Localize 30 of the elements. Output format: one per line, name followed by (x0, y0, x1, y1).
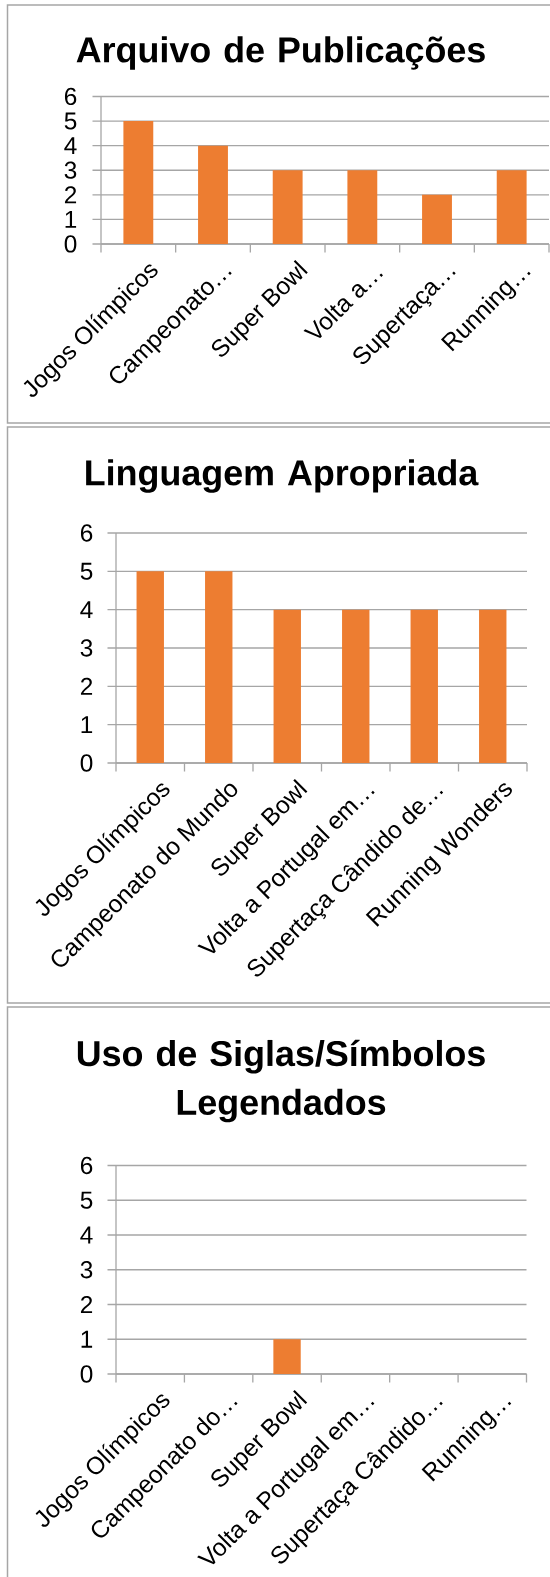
y-tick-label: 2 (64, 186, 77, 204)
y-tick-label: 2 (80, 677, 93, 695)
bar (347, 170, 378, 244)
y-tick-label: 3 (80, 639, 93, 657)
bar (272, 170, 303, 244)
y-tick-label: 0 (80, 1365, 93, 1383)
y-tick-label: 3 (80, 1261, 93, 1279)
y-tick-label: 4 (64, 137, 77, 155)
y-tick-label: 4 (80, 601, 93, 619)
y-tick-label: 3 (64, 161, 77, 179)
y-tick-label: 5 (80, 1191, 93, 1209)
y-tick-label: 6 (80, 1156, 93, 1175)
bar (496, 170, 527, 244)
y-tick-label: 4 (80, 1226, 93, 1244)
bar (198, 145, 228, 244)
y-tick-label: 1 (81, 716, 93, 734)
y-tick-label: 5 (80, 562, 93, 580)
chart-title: Arquivo de Publicações (76, 36, 485, 70)
bar (123, 121, 154, 244)
y-tick-label: 0 (64, 235, 77, 253)
y-tick-label: 6 (80, 524, 93, 542)
y-tick-label: 6 (64, 87, 77, 106)
y-tick-label: 1 (65, 211, 77, 228)
chart-title: Uso de Siglas/Símbolos Legendados (77, 1039, 485, 1123)
chart-title: Linguagem Apropriada (86, 459, 479, 493)
y-tick-label: 2 (80, 1295, 93, 1314)
y-tick-label: 1 (81, 1330, 93, 1348)
y-tick-label: 0 (80, 754, 93, 772)
y-tick-label: 5 (64, 112, 77, 130)
bar (422, 194, 452, 244)
